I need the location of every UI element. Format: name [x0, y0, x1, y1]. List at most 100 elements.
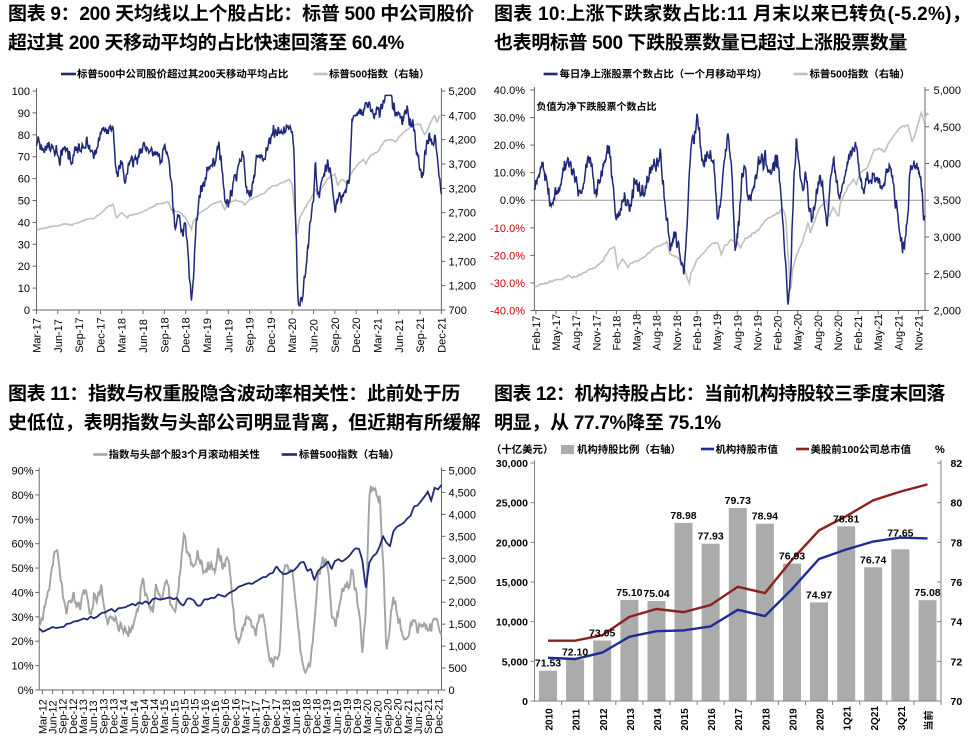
svg-text:0.0%: 0.0% [500, 195, 525, 207]
svg-text:Sep-17: Sep-17 [74, 317, 86, 352]
svg-text:Sep-20: Sep-20 [330, 317, 342, 352]
svg-text:Dec-19: Dec-19 [352, 699, 364, 734]
svg-text:Jun-16: Jun-16 [210, 700, 222, 734]
svg-text:Dec-18: Dec-18 [312, 699, 324, 734]
svg-text:Mar-16: Mar-16 [200, 699, 212, 734]
svg-text:May-21: May-21 [873, 314, 885, 351]
svg-text:标普500指数（右轴）: 标普500指数（右轴） [329, 66, 429, 81]
svg-text:2Q21: 2Q21 [870, 706, 881, 731]
svg-text:Mar-21: Mar-21 [403, 699, 415, 734]
svg-text:5,000: 5,000 [934, 85, 962, 97]
svg-text:Dec-20: Dec-20 [393, 699, 405, 734]
svg-text:-20.0%: -20.0% [490, 250, 525, 262]
svg-text:500: 500 [449, 663, 467, 675]
svg-text:0: 0 [24, 305, 30, 317]
svg-text:0%: 0% [18, 685, 34, 697]
svg-text:Jun-18: Jun-18 [138, 319, 150, 353]
svg-text:60: 60 [18, 174, 30, 186]
svg-text:Mar-14: Mar-14 [119, 699, 131, 734]
svg-text:15,000: 15,000 [496, 577, 528, 589]
svg-text:20,000: 20,000 [496, 537, 528, 549]
svg-text:Jun-17: Jun-17 [53, 319, 65, 353]
svg-text:机构持股市值: 机构持股市值 [716, 441, 779, 456]
svg-text:2019: 2019 [789, 708, 800, 731]
svg-text:2012: 2012 [599, 708, 610, 731]
svg-text:2018: 2018 [761, 708, 772, 731]
svg-text:78.94: 78.94 [752, 511, 778, 523]
svg-text:10: 10 [18, 283, 30, 295]
svg-text:Dec-17: Dec-17 [95, 317, 107, 352]
svg-text:Nov-21: Nov-21 [914, 315, 926, 350]
svg-text:Jun-21: Jun-21 [394, 319, 406, 353]
svg-text:25,000: 25,000 [496, 498, 528, 510]
svg-text:74: 74 [951, 617, 963, 629]
svg-text:Feb-21: Feb-21 [853, 316, 865, 351]
svg-text:2017: 2017 [734, 708, 745, 731]
svg-text:75.10: 75.10 [616, 587, 642, 599]
svg-text:Dec-15: Dec-15 [190, 699, 202, 734]
svg-text:Jun-20: Jun-20 [372, 700, 384, 734]
svg-text:90: 90 [18, 108, 30, 120]
svg-text:70: 70 [951, 696, 963, 708]
svg-text:1,000: 1,000 [449, 641, 477, 653]
svg-text:Sep-14: Sep-14 [139, 699, 151, 734]
svg-text:Jun-12: Jun-12 [48, 700, 60, 734]
svg-text:当前: 当前 [920, 711, 935, 731]
svg-text:Dec-17: Dec-17 [271, 699, 283, 734]
svg-text:Mar-20: Mar-20 [362, 699, 374, 734]
svg-text:5,200: 5,200 [449, 86, 477, 98]
svg-text:700: 700 [449, 305, 467, 317]
svg-text:Dec-21: Dec-21 [433, 699, 445, 734]
svg-text:负值为净下跌股票个数占比: 负值为净下跌股票个数占比 [537, 98, 657, 113]
svg-text:30.0%: 30.0% [494, 113, 525, 125]
svg-text:Dec-12: Dec-12 [68, 699, 80, 734]
svg-text:Aug-19: Aug-19 [732, 315, 744, 350]
svg-text:%: % [935, 444, 945, 456]
svg-text:4,000: 4,000 [449, 509, 477, 521]
svg-text:Mar-19: Mar-19 [322, 699, 334, 734]
svg-text:80: 80 [951, 498, 963, 510]
svg-text:73.05: 73.05 [589, 628, 615, 640]
svg-text:-40.0%: -40.0% [490, 306, 525, 318]
svg-text:72.10: 72.10 [562, 646, 588, 658]
svg-text:82: 82 [951, 458, 963, 470]
svg-text:30: 30 [18, 239, 30, 251]
svg-text:Aug-21: Aug-21 [893, 315, 905, 350]
svg-text:-10.0%: -10.0% [490, 223, 525, 235]
svg-text:每日净上涨股票个数占比（一个月移动平均）: 每日净上涨股票个数占比（一个月移动平均） [560, 66, 768, 81]
svg-text:50%: 50% [11, 563, 33, 575]
svg-text:2,700: 2,700 [449, 208, 477, 220]
svg-text:76.74: 76.74 [860, 554, 886, 566]
svg-text:60%: 60% [11, 539, 33, 551]
svg-text:Dec-16: Dec-16 [230, 699, 242, 734]
svg-text:100: 100 [12, 86, 30, 98]
svg-text:4,200: 4,200 [449, 135, 477, 147]
svg-text:79.73: 79.73 [725, 495, 751, 507]
svg-text:Jun-21: Jun-21 [413, 700, 425, 734]
svg-text:78: 78 [951, 537, 963, 549]
svg-text:71.53: 71.53 [535, 658, 561, 670]
svg-text:Sep-19: Sep-19 [342, 699, 354, 734]
svg-text:3,700: 3,700 [449, 159, 477, 171]
svg-text:Aug-20: Aug-20 [813, 315, 825, 350]
svg-text:Sep-21: Sep-21 [415, 317, 427, 352]
svg-text:4,000: 4,000 [934, 159, 962, 171]
svg-text:40%: 40% [11, 587, 33, 599]
svg-text:Mar-18: Mar-18 [117, 318, 129, 353]
svg-text:40: 40 [18, 217, 30, 229]
svg-text:美股前100公司总市值: 美股前100公司总市值 [811, 441, 912, 456]
svg-text:4,500: 4,500 [449, 487, 477, 499]
svg-text:20.0%: 20.0% [494, 140, 525, 152]
svg-text:2014: 2014 [653, 708, 664, 731]
svg-text:Aug-17: Aug-17 [571, 315, 583, 350]
svg-text:3,500: 3,500 [449, 531, 477, 543]
svg-text:机构持股比例（右轴）: 机构持股比例（右轴） [577, 441, 681, 456]
svg-text:3,500: 3,500 [934, 195, 962, 207]
svg-text:Sep-15: Sep-15 [180, 699, 192, 734]
svg-text:70: 70 [18, 152, 30, 164]
svg-text:0: 0 [449, 685, 455, 697]
svg-text:May-17: May-17 [551, 314, 563, 351]
svg-text:3,000: 3,000 [934, 232, 962, 244]
svg-text:4,500: 4,500 [934, 122, 962, 134]
svg-text:Aug-18: Aug-18 [652, 315, 664, 350]
